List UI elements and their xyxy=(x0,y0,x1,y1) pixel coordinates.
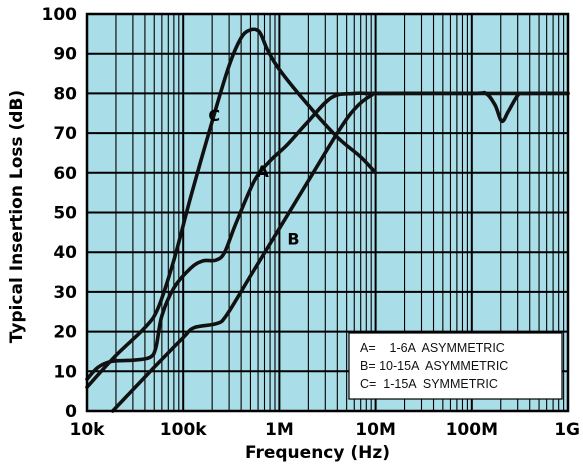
y-tick-label: 10 xyxy=(53,362,77,382)
curve-labels: C A B xyxy=(208,106,299,248)
series-lines xyxy=(85,27,570,413)
y-tick-label: 20 xyxy=(53,323,77,343)
legend-entry-c: C= 1-15A SYMMETRIC xyxy=(360,377,498,391)
y-tick-label: 70 xyxy=(53,124,77,144)
series-line-b xyxy=(110,90,570,413)
x-tick-label: 1G xyxy=(554,420,580,440)
y-tick-label: 0 xyxy=(65,402,77,422)
y-tick-label: 50 xyxy=(53,204,77,224)
y-axis-title: Typical Insertion Loss (dB) xyxy=(7,90,27,343)
legend: A= 1-6A ASYMMETRIC B= 10-15A ASYMMETRIC … xyxy=(348,332,563,400)
plot-frame xyxy=(85,12,570,413)
legend-box xyxy=(348,332,563,400)
series-line-a xyxy=(85,91,570,381)
y-tick-label: 80 xyxy=(53,84,77,104)
series-line-c xyxy=(85,27,378,389)
curve-label-b: B xyxy=(287,229,299,248)
y-tick-label: 30 xyxy=(53,283,77,303)
y-tick-labels: 0 10 20 30 40 50 60 70 80 90 100 xyxy=(42,5,78,422)
x-tick-label: 10k xyxy=(70,420,106,440)
y-tick-label: 100 xyxy=(42,5,78,25)
y-tick-label: 40 xyxy=(53,243,77,263)
curve-label-c: C xyxy=(208,106,220,125)
legend-entry-b: B= 10-15A ASYMMETRIC xyxy=(360,359,508,373)
legend-entry-a: A= 1-6A ASYMMETRIC xyxy=(360,341,505,355)
x-tick-label: 100M xyxy=(446,420,498,440)
x-tick-labels: 10k 100k 1M 10M 100M 1G xyxy=(70,420,580,440)
y-tick-label: 60 xyxy=(53,164,77,184)
x-axis-title: Frequency (Hz) xyxy=(245,443,390,463)
y-tick-label: 90 xyxy=(53,45,77,65)
x-tick-label: 1M xyxy=(265,420,294,440)
curve-label-a: A xyxy=(256,162,269,181)
x-tick-label: 100k xyxy=(160,420,207,440)
x-tick-label: 10M xyxy=(355,420,396,440)
